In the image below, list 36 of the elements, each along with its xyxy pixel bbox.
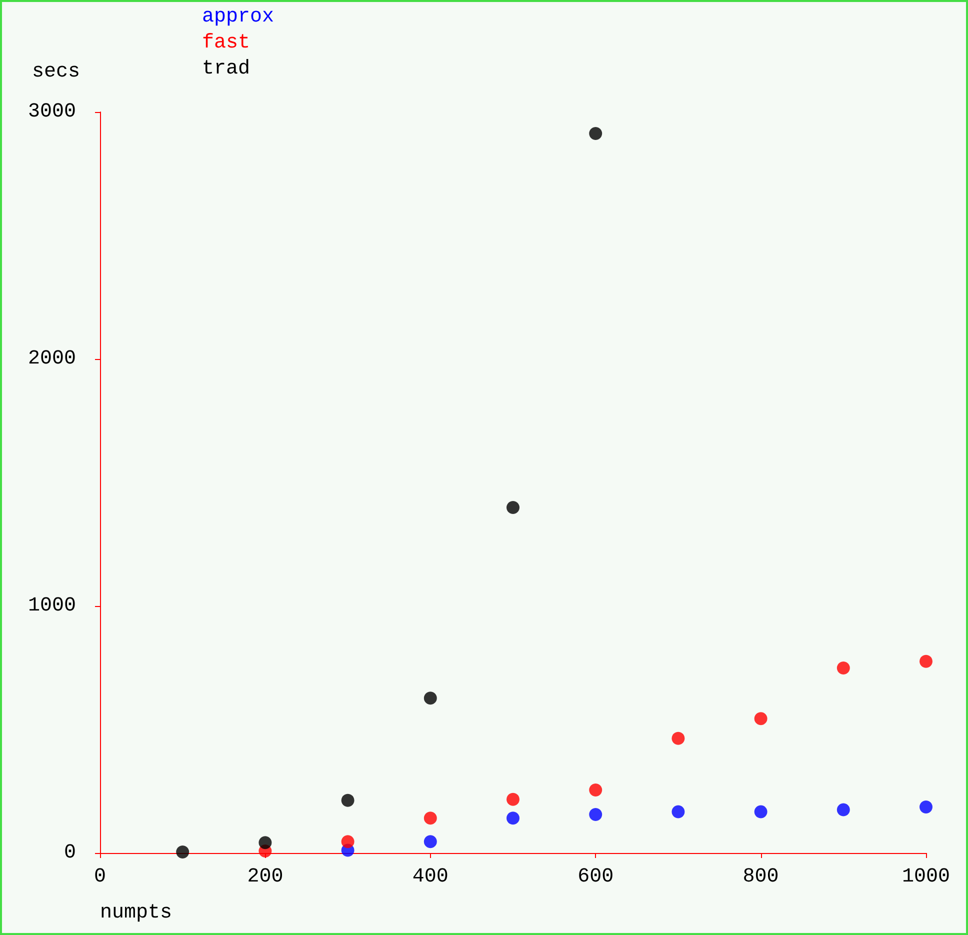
text: fast <box>202 32 250 54</box>
y-tick-label: 3000 <box>28 100 76 124</box>
y-axis-title: secs <box>32 60 80 84</box>
point <box>754 805 768 818</box>
point <box>176 846 190 859</box>
text: trad <box>202 58 250 80</box>
point <box>836 662 850 674</box>
x-tick-label: 0 <box>94 866 106 888</box>
x-tick-label: 400 <box>412 866 448 888</box>
y-tick-label: 2000 <box>28 348 76 370</box>
point <box>836 803 850 816</box>
x-tick-label: 800 <box>742 866 779 888</box>
point <box>424 692 437 705</box>
point <box>506 500 520 514</box>
point <box>589 126 602 140</box>
point <box>589 784 602 797</box>
x-axis-title: numpts <box>100 902 172 924</box>
point <box>424 812 437 825</box>
point <box>672 732 685 745</box>
point <box>341 835 354 848</box>
point <box>920 654 932 668</box>
x-tick-label: 1000 <box>902 866 950 888</box>
point <box>424 835 437 848</box>
point <box>258 836 272 850</box>
point <box>672 805 685 818</box>
point <box>506 792 520 806</box>
y-tick-label: 0 <box>64 842 76 864</box>
text: approx <box>202 6 274 28</box>
point <box>506 812 520 825</box>
x-tick-label: 600 <box>578 866 614 888</box>
x-tick-label: 200 <box>247 866 284 888</box>
point <box>754 712 768 726</box>
point <box>341 794 354 807</box>
point <box>589 808 602 821</box>
y-tick-label: 1000 <box>28 594 76 618</box>
point <box>920 800 932 814</box>
